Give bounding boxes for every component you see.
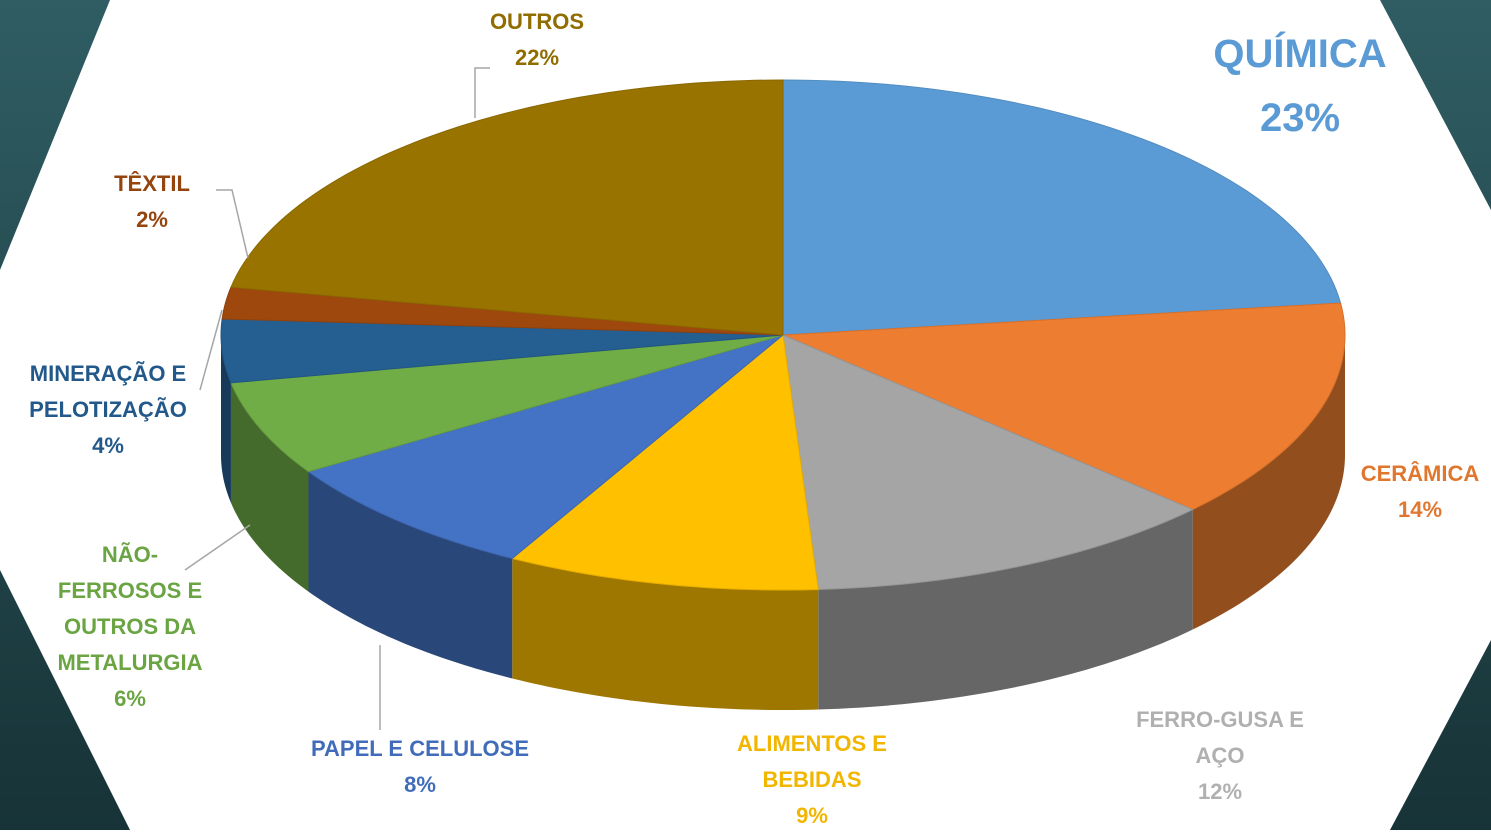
- label-value: 12%: [1125, 774, 1315, 810]
- label-name: PAPEL E CELULOSE: [270, 731, 570, 767]
- label-name: OUTROS: [457, 4, 617, 40]
- label-value: 22%: [457, 40, 617, 76]
- label-value: 8%: [270, 767, 570, 803]
- label-value: 9%: [712, 798, 912, 834]
- label-name: FERRO-GUSA E AÇO: [1125, 702, 1315, 774]
- label-name: TÊXTIL: [87, 166, 217, 202]
- label-value: 4%: [8, 428, 208, 464]
- label-name: NÃO-FERROSOS E OUTROS DA METALURGIA: [55, 537, 205, 681]
- label-value: 2%: [87, 202, 217, 238]
- label-name: MINERAÇÃO E PELOTIZAÇÃO: [8, 356, 208, 428]
- page: {"chart_data": {"type": "pie", "categori…: [0, 0, 1491, 830]
- label-name: CERÂMICA: [1320, 456, 1491, 492]
- label-value: 14%: [1320, 492, 1491, 528]
- leader-line: [216, 190, 248, 258]
- label-value: 6%: [55, 681, 205, 717]
- label-name: QUÍMICA: [1170, 22, 1430, 86]
- label-name: ALIMENTOS E BEBIDAS: [712, 726, 912, 798]
- label-value: 23%: [1170, 86, 1430, 150]
